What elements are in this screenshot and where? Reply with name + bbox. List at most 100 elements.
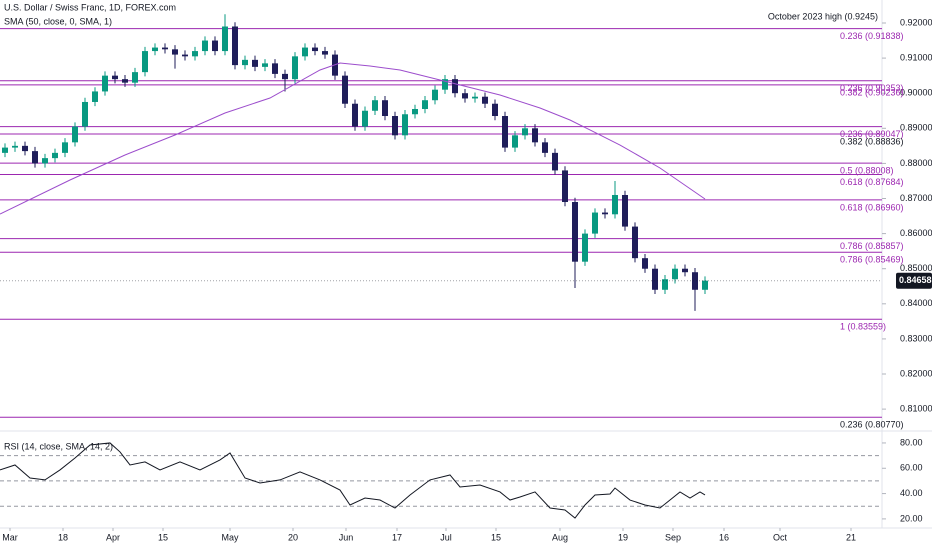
candle-body	[302, 47, 308, 57]
candle-body	[592, 212, 598, 234]
y-tick-label: 0.83000	[900, 333, 932, 343]
candle-body	[562, 170, 568, 203]
candle-body	[292, 56, 298, 80]
y-tick-label: 0.92000	[900, 17, 932, 27]
y-tick-label: 0.85000	[900, 263, 932, 273]
candle-body	[692, 272, 698, 290]
candle-body	[152, 47, 158, 52]
candle-body	[32, 151, 38, 164]
fib-label: 0.236 (0.91838)	[840, 31, 904, 41]
candle-body	[462, 93, 468, 99]
candle-body	[192, 51, 198, 57]
candle-body	[362, 110, 368, 127]
candle-body	[2, 147, 8, 153]
candle-body	[582, 233, 588, 262]
y-tick-label: 0.87000	[900, 193, 932, 203]
candle-body	[482, 96, 488, 104]
candle-body	[112, 75, 118, 80]
sma-label: SMA (50, close, 0, SMA, 1)	[4, 16, 112, 26]
candle-body	[682, 268, 688, 273]
candle-body	[42, 158, 48, 164]
candle-body	[92, 91, 98, 102]
candle-body	[632, 226, 638, 259]
x-tick-label: 21	[846, 532, 856, 542]
candle-body	[312, 47, 318, 52]
candle-body	[202, 40, 208, 52]
candle-body	[612, 194, 618, 215]
fib-label: 0.382 (0.88836)	[840, 136, 904, 146]
x-tick-label: May	[221, 532, 239, 542]
chart-title: U.S. Dollar / Swiss Franc, 1D, FOREX.com	[4, 2, 176, 12]
candle-body	[242, 59, 248, 66]
candle-body	[472, 96, 478, 99]
candle-body	[442, 79, 448, 90]
x-tick-label: Oct	[773, 532, 788, 542]
fib-label: 0.5 (0.88008)	[840, 165, 894, 175]
x-tick-label: 20	[288, 532, 298, 542]
rsi-tick-label: 20.00	[900, 513, 923, 523]
candle-body	[282, 73, 288, 80]
y-tick-label: 0.89000	[900, 123, 932, 133]
candle-body	[62, 142, 68, 153]
candle-body	[12, 145, 18, 148]
candle-body	[552, 152, 558, 171]
candle-body	[82, 101, 88, 127]
candle-body	[702, 280, 708, 290]
candle-body	[52, 152, 58, 159]
candle-body	[132, 72, 138, 83]
candle-body	[232, 26, 238, 66]
candle-body	[142, 51, 148, 73]
x-tick-label: Sep	[665, 532, 681, 542]
rsi-label: RSI (14, close, SMA, 14, 2)	[4, 441, 113, 451]
candle-body	[222, 26, 228, 52]
rsi-tick-label: 60.00	[900, 463, 923, 473]
fib-label: 0.786 (0.85857)	[840, 241, 904, 251]
y-tick-label: 0.88000	[900, 158, 932, 168]
fib-label: 0.382 (0.90236)	[840, 87, 904, 97]
y-tick-label: 0.86000	[900, 228, 932, 238]
fib-label: 0.618 (0.86960)	[840, 202, 904, 212]
fib-label: October 2023 high (0.9245)	[768, 12, 878, 22]
x-tick-label: Mar	[2, 532, 18, 542]
candle-body	[252, 59, 258, 67]
candle-body	[72, 126, 78, 143]
x-tick-label: 15	[158, 532, 168, 542]
candle-body	[412, 108, 418, 115]
candle-body	[522, 128, 528, 136]
candle-body	[272, 63, 278, 74]
candle-body	[182, 54, 188, 57]
candle-body	[652, 268, 658, 290]
rsi-line	[0, 442, 706, 519]
candle-body	[572, 202, 578, 262]
candle-body	[532, 128, 538, 143]
candle-body	[102, 75, 108, 92]
candle-body	[262, 63, 268, 67]
fib-label: 0.236 (0.90353)	[840, 83, 904, 93]
candle-body	[172, 49, 178, 55]
y-tick-label: 0.82000	[900, 368, 932, 378]
candle-body	[672, 268, 678, 280]
sma-line	[0, 62, 706, 215]
last-price-box	[896, 272, 932, 289]
fib-label: 0.618 (0.87684)	[840, 177, 904, 187]
candle-body	[352, 103, 358, 127]
candle-body	[662, 279, 668, 290]
candle-body	[502, 116, 508, 148]
candle-body	[212, 40, 218, 52]
x-tick-label: 16	[719, 532, 729, 542]
candle-body	[422, 100, 428, 109]
candle-body	[382, 100, 388, 117]
y-tick-label: 0.90000	[900, 88, 932, 98]
x-tick-label: Aug	[552, 532, 568, 542]
rsi-tick-label: 40.00	[900, 488, 923, 498]
candle-body	[642, 258, 648, 269]
x-tick-label: Apr	[106, 532, 120, 542]
candle-body	[322, 51, 328, 55]
x-tick-label: 18	[58, 532, 68, 542]
candle-body	[22, 145, 28, 152]
x-tick-label: 19	[618, 532, 628, 542]
fib-label: 1 (0.83559)	[840, 322, 886, 332]
